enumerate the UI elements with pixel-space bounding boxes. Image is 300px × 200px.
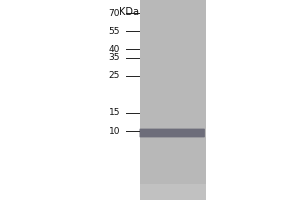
Text: KDa: KDa [119,7,139,17]
Bar [140,0,206,200]
FancyBboxPatch shape [140,129,205,137]
Text: 35: 35 [109,53,120,62]
Text: 25: 25 [109,72,120,80]
Text: 40: 40 [109,45,120,53]
Text: 10: 10 [109,127,120,136]
Bar [140,184,206,200]
Text: 15: 15 [109,108,120,117]
Text: 70: 70 [109,8,120,18]
Text: 55: 55 [109,26,120,36]
